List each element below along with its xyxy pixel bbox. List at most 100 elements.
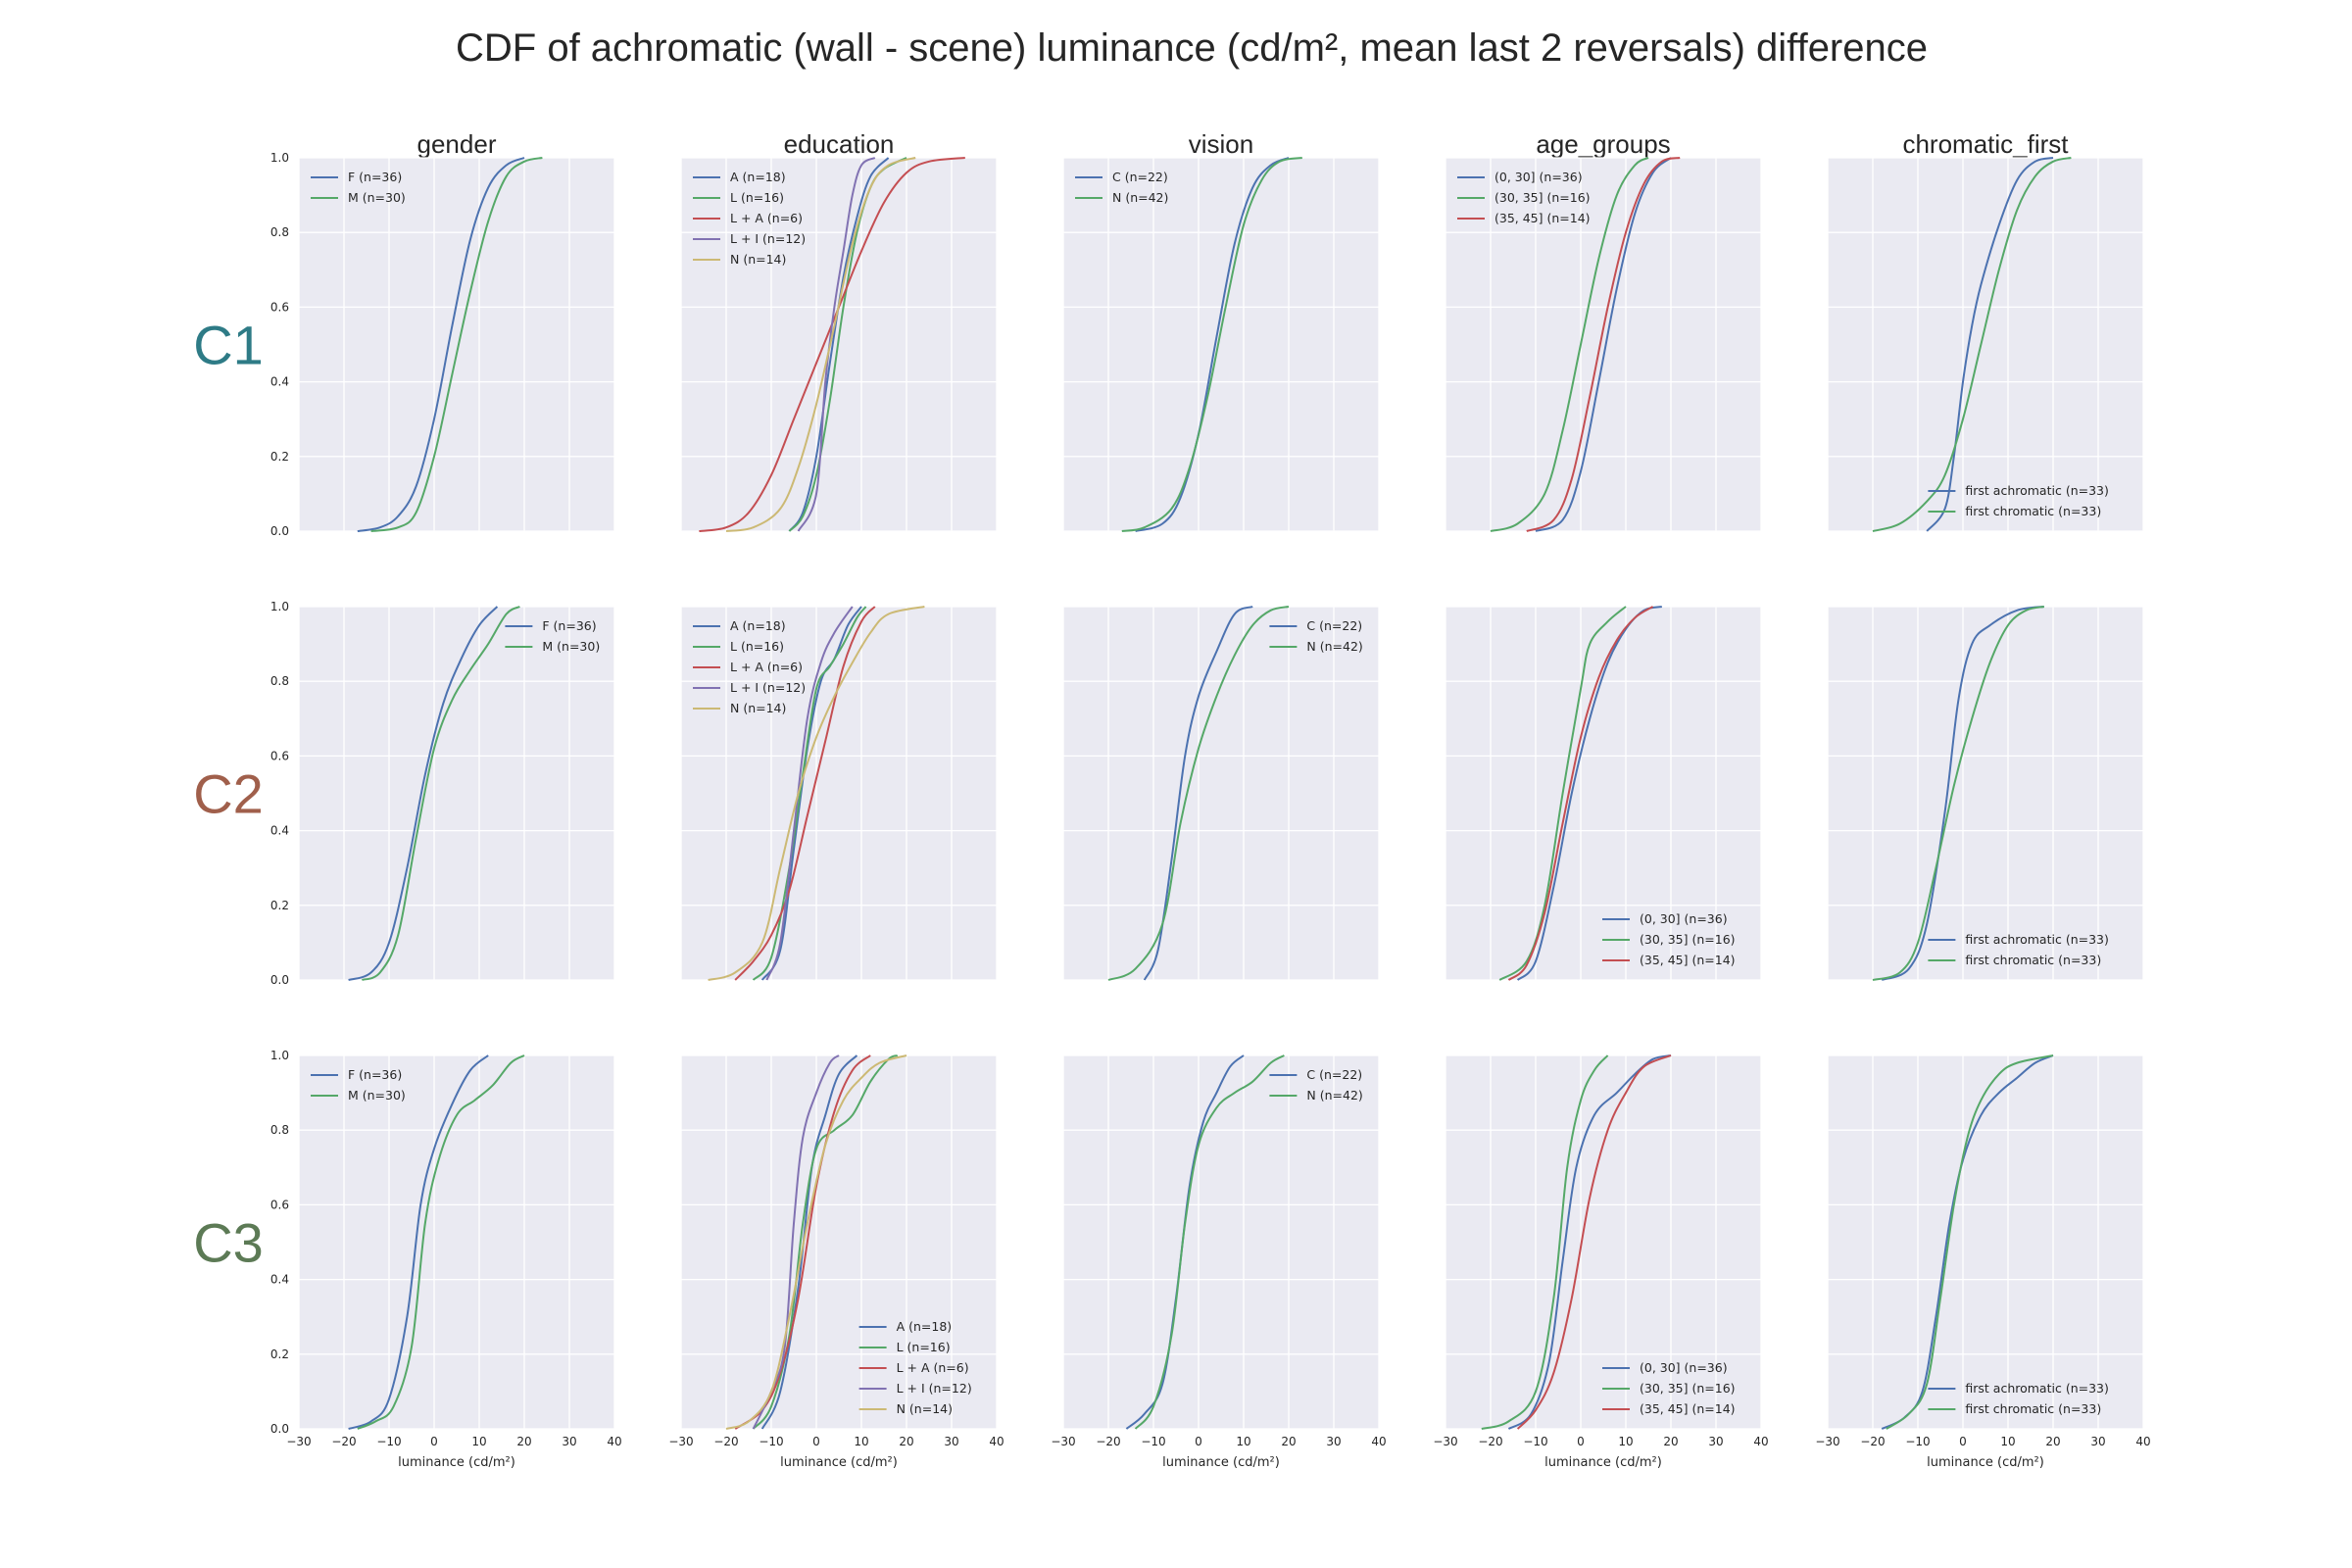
panel-c1-education: A (n=18) L (n=16) L + A (n=6) L + I (n=12) N… [680, 157, 998, 532]
x-axis-label: luminance (cd/m²) [780, 1455, 898, 1470]
x-tick-label: 20 [899, 1435, 913, 1448]
plot-area [299, 158, 614, 531]
plot-area [299, 607, 614, 980]
legend: (0, 30] (n=36) (30, 35] (n=16) (35, 45] (n… [1602, 911, 1736, 967]
panel-c3-chromatic-first: −30 −20 −10 0 10 20 30 40 luminance (cd/m²) first… [1815, 1054, 2151, 1470]
x-axis-label: luminance (cd/m²) [1544, 1455, 1662, 1470]
legend-label: first achromatic (n=33) [1965, 483, 2108, 498]
row-label-c2: C2 [193, 763, 264, 825]
x-tick-label: 0 [1195, 1435, 1202, 1448]
column-title-chromatic-first: chromatic_first [1902, 129, 2069, 159]
x-tick-label: 30 [562, 1435, 576, 1448]
x-tick-label: −20 [1096, 1435, 1120, 1448]
y-tick-label: 1.0 [270, 151, 289, 165]
series-line [1516, 1054, 1672, 1430]
y-tick-label: 0.4 [270, 1273, 289, 1287]
panels-grid: gender education vision age_groups chromatic… [193, 129, 2150, 1470]
x-tick-label: −10 [1905, 1435, 1930, 1448]
series-line [1526, 157, 1681, 532]
x-tick-label: −30 [286, 1435, 311, 1448]
x-tick-label: 30 [2090, 1435, 2105, 1448]
legend-label: L + A (n=6) [897, 1360, 969, 1375]
legend-label: F (n=36) [348, 170, 402, 184]
legend-label: L (n=16) [730, 639, 784, 654]
x-tick-label: −20 [1860, 1435, 1885, 1448]
legend-label: C (n=22) [1112, 170, 1168, 184]
y-tick-label: 0.6 [270, 1198, 289, 1211]
series-line [760, 606, 862, 981]
x-axis-label: luminance (cd/m²) [1162, 1455, 1280, 1470]
series-line [699, 157, 965, 532]
legend-label: M (n=30) [348, 190, 406, 205]
legend-label: L (n=16) [897, 1340, 951, 1354]
x-tick-label: −10 [376, 1435, 401, 1448]
x-tick-label: 0 [812, 1435, 820, 1448]
y-tick-label: 0.2 [270, 1348, 289, 1361]
panel-c3-age-groups: −30 −20 −10 0 10 20 30 40 luminance (cd/m²) (0, 3… [1433, 1054, 1769, 1470]
panel-c2-education: A (n=18) L (n=16) L + A (n=6) L + I (n=12) N… [680, 606, 998, 981]
plot-area [1828, 158, 2143, 531]
plot-area [1828, 1055, 2143, 1429]
panel-c1-gender: 0.0 0.2 0.4 0.6 0.8 1.0 F (n=36) M (n=30) [270, 151, 615, 538]
x-tick-label: 0 [430, 1435, 438, 1448]
legend: C (n=22) N (n=42) [1269, 618, 1363, 654]
legend-label: C (n=22) [1306, 618, 1362, 633]
legend: C (n=22) N (n=42) [1269, 1067, 1363, 1102]
series-line [708, 606, 925, 981]
y-tick-label: 0.0 [270, 524, 289, 538]
legend: A (n=18) L (n=16) L + A (n=6) L + I (n=12) N… [693, 170, 806, 267]
x-tick-label: −10 [1523, 1435, 1547, 1448]
series-line [734, 606, 876, 981]
y-tick-label: 0.6 [270, 749, 289, 762]
x-tick-label: 0 [1959, 1435, 1967, 1448]
x-tick-label: 40 [989, 1435, 1004, 1448]
series-line [765, 606, 854, 981]
x-tick-label: 40 [607, 1435, 621, 1448]
x-tick-label: −30 [668, 1435, 693, 1448]
series-line [725, 1054, 907, 1430]
legend-label: (30, 35] (n=16) [1494, 190, 1591, 205]
series-line [370, 157, 543, 532]
x-tick-label: 10 [854, 1435, 868, 1448]
x-tick-label: 10 [2000, 1435, 2015, 1448]
legend-label: N (n=14) [897, 1401, 953, 1416]
plot-area [1828, 607, 2143, 980]
legend-label: L (n=16) [730, 190, 784, 205]
y-tick-label: 0.4 [270, 375, 289, 389]
series-line [357, 157, 525, 532]
legend-label: first achromatic (n=33) [1965, 932, 2108, 947]
legend-label: (30, 35] (n=16) [1640, 932, 1736, 947]
series-line [788, 157, 890, 532]
legend-label: (35, 45] (n=14) [1640, 1401, 1736, 1416]
legend-label: (0, 30] (n=36) [1494, 170, 1583, 184]
legend-label: N (n=14) [730, 252, 786, 267]
plot-area [1063, 1055, 1379, 1429]
legend-label: F (n=36) [348, 1067, 402, 1082]
legend: A (n=18) L (n=16) L + A (n=6) L + I (n=12) N… [858, 1319, 972, 1416]
x-tick-label: 10 [1618, 1435, 1633, 1448]
legend-label: N (n=42) [1112, 190, 1168, 205]
panel-c3-education: −30 −20 −10 0 10 20 30 40 luminance (cd/m²) A (n=… [668, 1054, 1004, 1470]
y-tick-label: 0.4 [270, 824, 289, 838]
plot-area [681, 1055, 997, 1429]
panel-c3-vision: −30 −20 −10 0 10 20 30 40 luminance (cd/m²) C (n=… [1051, 1054, 1387, 1470]
plot-area [299, 1055, 614, 1429]
legend-label: L + A (n=6) [730, 660, 803, 674]
series-line [1107, 606, 1290, 981]
y-tick-label: 0.6 [270, 300, 289, 314]
series-line [357, 1054, 525, 1430]
legend-label: (30, 35] (n=16) [1640, 1381, 1736, 1396]
legend-label: M (n=30) [348, 1088, 406, 1102]
legend-label: N (n=42) [1306, 1088, 1362, 1102]
x-tick-label: 20 [516, 1435, 531, 1448]
x-tick-label: 40 [2135, 1435, 2150, 1448]
legend-label: A (n=18) [730, 618, 786, 633]
x-tick-label: −20 [713, 1435, 738, 1448]
x-tick-label: 20 [1281, 1435, 1296, 1448]
y-tick-label: 0.2 [270, 899, 289, 912]
legend-label: first chromatic (n=33) [1965, 953, 2101, 967]
series-line [1481, 1054, 1609, 1430]
legend: A (n=18) L (n=16) L + A (n=6) L + I (n=12) N… [693, 618, 806, 715]
series-line [1886, 1054, 2054, 1430]
